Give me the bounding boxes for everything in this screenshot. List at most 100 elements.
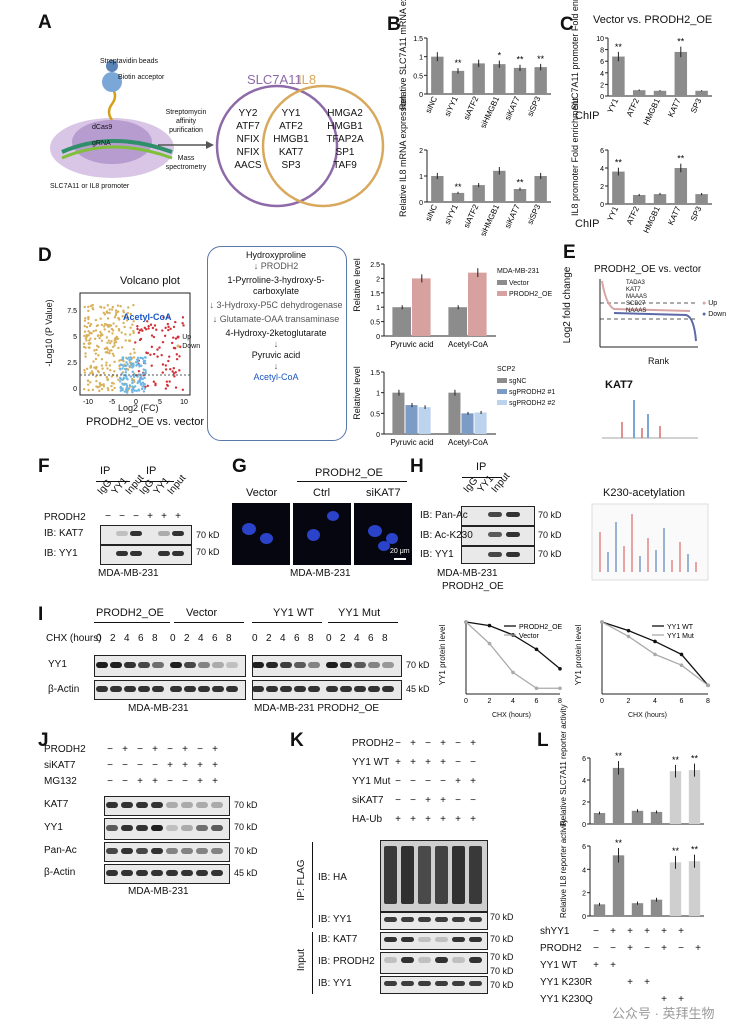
volcano-point	[131, 379, 134, 382]
volcano-point	[174, 320, 177, 324]
x-tick-label: SP3	[689, 205, 704, 223]
i-time-label: 0	[326, 633, 332, 644]
volcano-point	[87, 321, 90, 325]
blot-f-kat7	[100, 525, 192, 545]
l-sign: +	[627, 926, 633, 937]
blot-band	[211, 825, 223, 831]
blot-band	[170, 686, 182, 692]
volcano-point	[131, 388, 134, 391]
volcano-point	[131, 323, 134, 326]
y-tick-label: 2	[582, 800, 586, 807]
volcano-point	[113, 386, 116, 390]
venn-left-gene: NFIX	[236, 147, 260, 158]
volcano-point	[126, 368, 130, 371]
l-ylabel-bottom: Relative IL8 reporter activity	[559, 818, 568, 918]
blot-band	[124, 686, 136, 692]
volcano-point	[91, 372, 95, 375]
bar	[593, 813, 606, 824]
volcano-point	[103, 306, 106, 309]
pathway-arrow-1: ↓ PRODH2	[253, 261, 299, 271]
volcano-point	[171, 370, 174, 373]
h-caption-1: MDA-MB-231	[437, 568, 498, 579]
i-time-label: 4	[124, 633, 130, 644]
blot-band	[226, 662, 238, 668]
blot-band	[469, 917, 482, 922]
blot-band	[418, 846, 431, 904]
blot-band	[211, 870, 223, 876]
volcano-point	[174, 337, 178, 340]
j-sign: −	[197, 744, 203, 755]
blot-band	[196, 870, 208, 876]
y-tick-label: 10	[596, 36, 604, 43]
volcano-point	[120, 372, 123, 375]
i-group-1: PRODH2_OE	[96, 607, 164, 619]
volcano-annot: Acetyl-CoA	[123, 312, 172, 322]
i-time-label: 6	[138, 633, 144, 644]
volcano-title: Volcano plot	[120, 275, 180, 287]
bar	[695, 90, 708, 96]
g-image-sikat7	[354, 503, 412, 565]
panel-letter-c: C	[560, 14, 574, 35]
sig-mark: **	[615, 838, 623, 848]
volcano-point	[83, 324, 86, 328]
c-ylabel-bottom: IL8 promoter Fold enrichment	[570, 97, 580, 216]
chart-l-top: 0 2 4 6 ** ** **	[582, 751, 704, 829]
volcano-point	[106, 341, 109, 344]
volcano-point	[122, 321, 125, 325]
volcano-point	[100, 364, 104, 367]
y-tick-label: 4	[582, 867, 586, 874]
i-row-yy1: YY1	[48, 659, 67, 670]
sig-mark: **	[615, 42, 623, 52]
d-bottom-legend-title: SCP2	[497, 366, 516, 373]
y-tick-label: 1.5	[413, 36, 423, 43]
x-tick-label: KAT7	[666, 97, 683, 119]
volcano-point	[111, 352, 115, 355]
series-point	[534, 686, 539, 691]
f-sign: −	[133, 511, 139, 522]
volcano-point	[98, 389, 101, 393]
volcano-point	[144, 356, 147, 359]
volcano-point	[181, 321, 184, 325]
blot-band	[181, 802, 193, 808]
g-cond-vector: Vector	[246, 487, 278, 499]
k-sign: +	[470, 776, 476, 787]
blot-band	[166, 870, 178, 876]
volcano-point	[127, 356, 131, 359]
k-mw-4: 70 kD	[490, 966, 514, 976]
x-tick-label: 2	[627, 698, 631, 705]
arrow-label-5: spectrometry	[165, 164, 207, 171]
volcano-point	[164, 368, 168, 371]
g-scale-bar	[394, 558, 406, 560]
blot-band	[130, 551, 142, 556]
x-tick-label: siATF2	[462, 95, 481, 122]
blot-band	[130, 531, 142, 536]
chart-i-right: 0 2 4 6 8 YY1 WT YY1 Mut	[600, 620, 710, 705]
blot-band	[158, 551, 170, 556]
volcano-y-tick: 5	[73, 334, 77, 341]
volcano-point	[125, 319, 129, 322]
kat7-motif-plot	[602, 400, 698, 439]
blot-band	[116, 531, 128, 536]
volcano-point	[91, 307, 94, 310]
volcano-point	[89, 331, 92, 335]
volcano-point	[93, 337, 97, 341]
blot-band	[181, 848, 193, 854]
h-caption-2: PRODH2_OE	[442, 581, 504, 592]
volcano-point	[142, 390, 146, 393]
y-tick-label: 4	[582, 778, 586, 785]
volcano-point	[141, 377, 145, 381]
k-sign: +	[440, 814, 446, 825]
bar	[461, 413, 474, 434]
volcano-legend-down: ● Down	[176, 343, 201, 350]
volcano-point	[137, 331, 141, 334]
j-sign: +	[182, 760, 188, 771]
volcano-point	[119, 386, 122, 389]
h-ib-ack230: IB: Ac-K230	[420, 530, 473, 541]
volcano-point	[92, 360, 95, 363]
blot-band	[382, 662, 394, 668]
blot-band	[435, 917, 448, 922]
l-sign: −	[644, 943, 650, 954]
volcano-point	[90, 370, 94, 373]
volcano-point	[100, 323, 104, 327]
blot-band	[96, 662, 108, 668]
